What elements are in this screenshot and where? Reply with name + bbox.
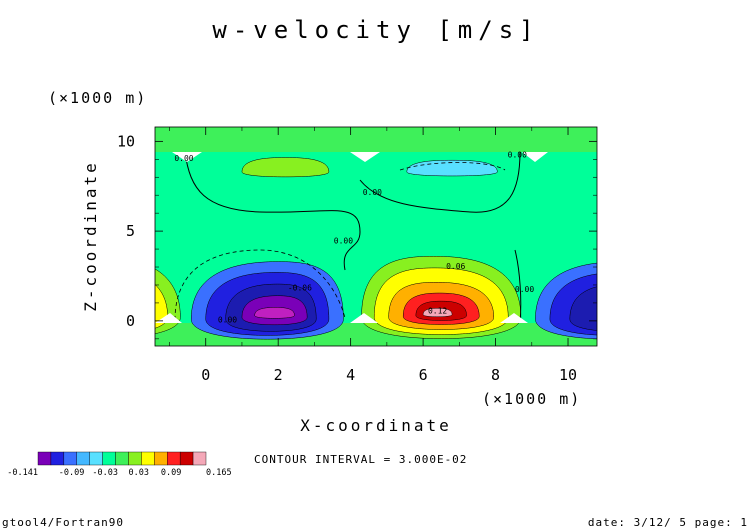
y-axis-unit: (×1000 m) [48,89,147,107]
colorbar-swatch [102,451,116,466]
wedge [500,313,528,323]
wedge [350,313,378,323]
contour-label: 0.00 [334,237,353,246]
plot-area: 0.00 0.00 0.00 0.00 0.00 0.00 0.06 0.12 -0.06 [155,127,597,346]
x-axis-label: X-coordinate [300,416,452,435]
x-axis-ticks: 0 2 4 6 8 10 [169,127,577,384]
x-tick-label: 10 [559,366,577,384]
wedge [350,152,380,162]
colorbar-swatch [50,451,65,466]
y-tick-label: 5 [126,222,135,240]
contour-cell [254,307,295,319]
contour-label: 0.06 [446,262,465,271]
contour-cell [155,284,168,329]
contour-label: 0.00 [218,316,237,325]
y-tick-label: 10 [117,132,135,150]
colorbar-swatch [179,451,194,466]
plot-frame [154,126,598,347]
colorbar-swatch [63,451,77,466]
contour-line-top-dashed [399,162,506,171]
contour-cell [241,157,330,178]
colorbar-swatch [192,451,207,466]
colorbar-swatch [37,451,52,466]
contour-line-zero-right [359,151,521,213]
x-tick-label: 2 [274,366,283,384]
contour-lines [174,151,522,324]
footer-left: gtool4/Fortran90 [2,516,124,529]
contour-label: 0.00 [515,285,534,294]
colorbar-tick-label: 0.165 [206,468,232,478]
colorbar-tick-label: -0.03 [92,468,118,478]
x-tick-label: 6 [419,366,428,384]
contour-line-zero-lower-right [514,249,522,324]
footer-right: date: 3/12/ 5 page: 1 [588,516,748,529]
x-tick-label: 4 [346,366,355,384]
x-axis-unit: (×1000 m) [482,390,581,408]
contour-cell [569,286,597,331]
colorbar-labels: -0.141 -0.09 -0.03 0.03 0.09 0.165 [7,468,231,478]
contour-line-zero-upper [184,151,361,271]
colorbar-swatch [76,451,90,466]
contour-label: 0.12 [428,307,447,316]
contour-label: 0.00 [508,151,527,160]
contour-cell [422,308,453,318]
y-axis-ticks: 0 5 10 [117,132,597,340]
colorbar-tick-label: 0.09 [161,468,181,478]
colorbar-swatch [115,451,129,466]
colorbar-tick-label: -0.141 [7,468,38,478]
colorbar [37,451,207,466]
y-axis-label: Z-coordinate [81,160,100,312]
x-tick-label: 8 [491,366,500,384]
chart-title: w-velocity [m/s] [212,16,539,44]
contour-labels: 0.00 0.00 0.00 0.00 0.00 0.00 0.06 0.12 -0.06 [174,151,534,325]
colorbar-swatch [167,451,181,466]
colorbar-swatch [141,451,155,466]
colorbar-tick-label: 0.03 [129,468,149,478]
x-tick-label: 0 [201,366,210,384]
wedge [172,152,202,162]
contour-label: 0.00 [363,188,382,197]
contour-interval-text: CONTOUR INTERVAL = 3.000E-02 [254,453,467,466]
wedge [522,152,548,162]
colorbar-swatch [154,451,168,466]
colorbar-swatch [128,451,142,466]
contour-label: -0.06 [288,283,312,292]
contour-fills [155,157,597,340]
y-tick-label: 0 [126,312,135,330]
contour-label: 0.00 [174,154,193,163]
colorbar-tick-label: -0.09 [59,468,85,478]
colorbar-swatch [89,451,103,466]
